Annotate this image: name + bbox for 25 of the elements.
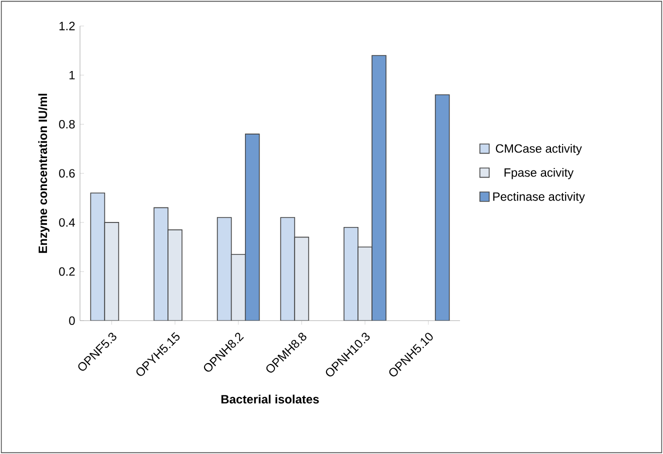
bar: [230, 254, 246, 321]
legend-label: Pectinase activity: [493, 192, 585, 204]
bar: [168, 229, 182, 321]
y-tick-label: 1.2: [60, 22, 75, 30]
bar: [344, 226, 358, 321]
y-axis-title: Enzyme concentration IU/ml: [38, 94, 50, 253]
bar: [280, 217, 296, 321]
x-axis-title: Bacterial isolates: [221, 394, 319, 404]
bar: [104, 222, 120, 321]
bar: [244, 134, 260, 321]
bar: [358, 246, 372, 321]
y-tick-label: 0: [69, 316, 75, 325]
legend-label: Fpase acivity: [504, 168, 574, 180]
bar: [90, 192, 106, 321]
bar: [372, 55, 386, 321]
y-tick-label: 0.8: [59, 120, 75, 128]
y-tick-label: 0.4: [59, 218, 75, 227]
y-tick-label: 1: [70, 70, 75, 80]
y-tick-label: 0.2: [59, 267, 75, 276]
bar: [434, 94, 450, 321]
legend-label: CMCase activity: [496, 144, 582, 156]
y-tick-label: 0.6: [59, 169, 75, 178]
bar: [294, 236, 310, 321]
bar: [154, 207, 168, 321]
bar: [216, 217, 232, 321]
